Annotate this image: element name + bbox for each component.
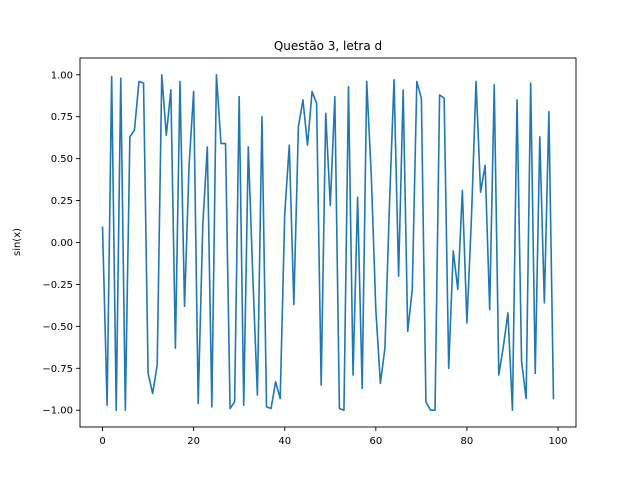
y-tick-label: −1.00 bbox=[42, 406, 73, 417]
y-tick-label: 0.25 bbox=[51, 196, 73, 207]
x-tick-label: 40 bbox=[278, 436, 291, 447]
series-line-0 bbox=[101, 73, 555, 412]
x-tick-label: 100 bbox=[548, 436, 567, 447]
y-tick-label: 0.75 bbox=[51, 112, 73, 123]
x-tick-label: 0 bbox=[99, 436, 105, 447]
x-tick-label: 80 bbox=[461, 436, 474, 447]
y-tick-label: 1.00 bbox=[51, 70, 73, 81]
y-tick-label: −0.25 bbox=[42, 280, 73, 291]
x-tick-label: 20 bbox=[187, 436, 200, 447]
y-tick-label: 0.00 bbox=[51, 238, 73, 249]
y-axis-label: sin(x) bbox=[12, 228, 23, 256]
chart-title: Questão 3, letra d bbox=[274, 39, 382, 53]
plot-area: 0 20 40 60 80 100 −1.00 −0.75 −0.50 −0.25 0.00 0.25… bbox=[42, 57, 577, 447]
y-tick-label: −0.50 bbox=[42, 322, 73, 333]
x-tick-label: 60 bbox=[369, 436, 382, 447]
y-tick-label: 0.50 bbox=[51, 154, 73, 165]
y-tick-label: −0.75 bbox=[42, 364, 73, 375]
